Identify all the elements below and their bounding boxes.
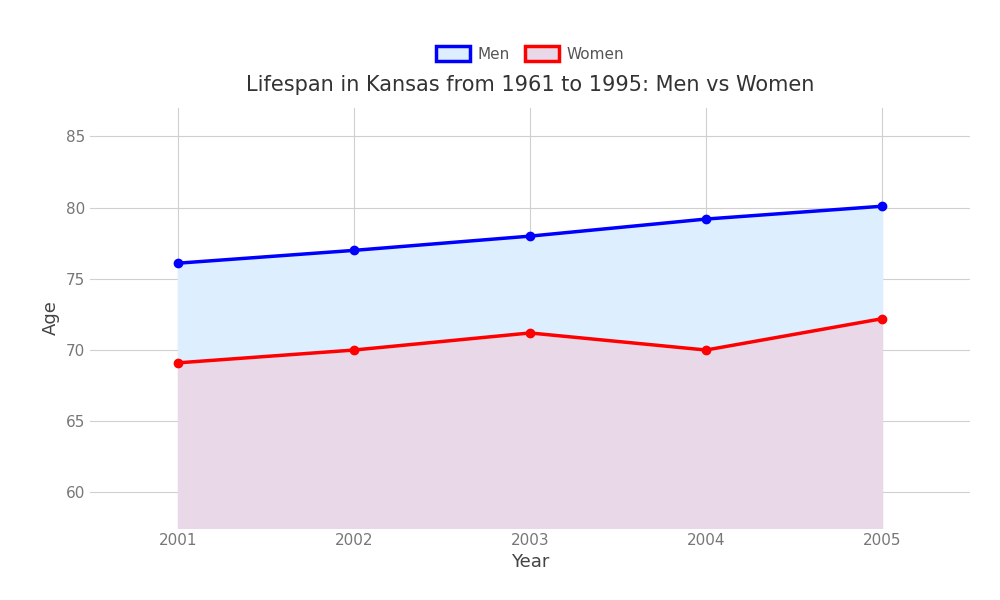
Legend: Men, Women: Men, Women — [430, 40, 630, 68]
X-axis label: Year: Year — [511, 553, 549, 571]
Y-axis label: Age: Age — [42, 301, 60, 335]
Title: Lifespan in Kansas from 1961 to 1995: Men vs Women: Lifespan in Kansas from 1961 to 1995: Me… — [246, 76, 814, 95]
